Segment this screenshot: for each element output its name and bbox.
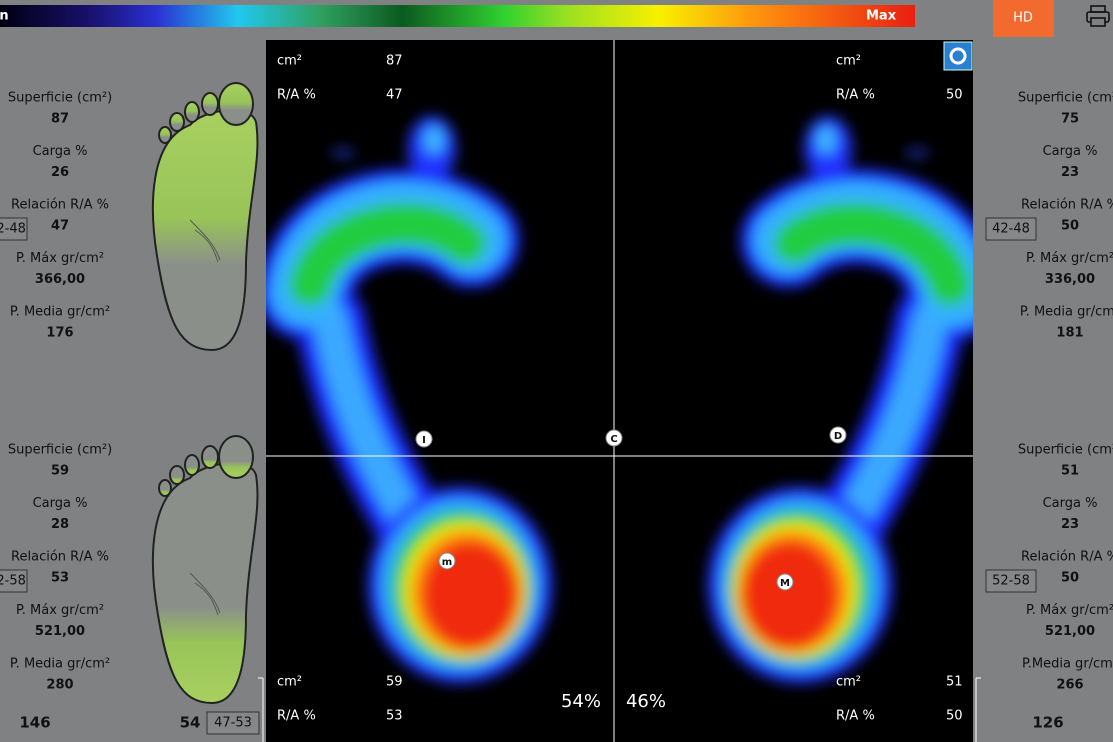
range-box <box>206 711 260 735</box>
stat-label: P. Máx gr/cm² <box>16 603 104 618</box>
area-value: 51 <box>946 675 963 690</box>
stat-label: Carga % <box>1043 144 1098 159</box>
marker-label: m <box>442 557 452 568</box>
print-button[interactable] <box>1086 5 1110 27</box>
stat-value: 266 <box>1056 678 1083 693</box>
foot-illustration <box>151 82 259 351</box>
area-value: 59 <box>386 675 403 690</box>
stat-value: 50 <box>1061 219 1079 234</box>
marker <box>829 426 847 444</box>
foot-illustration <box>151 435 259 704</box>
area-label: cm² <box>277 54 302 69</box>
marker-label: M <box>780 578 790 589</box>
range-value: 52-58 <box>992 574 1030 589</box>
stat-label: Relación R/A % <box>11 198 109 213</box>
stat-value: 336,00 <box>1045 272 1095 287</box>
stat-value: 521,00 <box>1045 624 1095 639</box>
stat-value: 280 <box>46 678 73 693</box>
stat-value: 366,00 <box>35 272 85 287</box>
area-label: cm² <box>836 675 861 690</box>
stat-label: P. Media gr/cm² <box>1020 305 1113 320</box>
stat-value: 59 <box>51 464 69 479</box>
stat-value: 75 <box>1061 112 1079 127</box>
marker <box>605 429 623 447</box>
range-value: 52-58 <box>0 574 26 589</box>
stat-label: Relación R/A % <box>1021 198 1113 213</box>
area-value: 87 <box>386 54 403 69</box>
area-label: cm² <box>277 675 302 690</box>
range-box <box>985 217 1037 241</box>
hd-label[interactable]: HD <box>1013 11 1033 26</box>
range-value: 42-48 <box>0 222 26 237</box>
stat-label: Relación R/A % <box>1021 550 1113 565</box>
range-value: 47-53 <box>214 716 252 731</box>
scale-max: Max <box>866 9 897 24</box>
ra-value: 50 <box>946 88 963 103</box>
marker <box>415 430 433 448</box>
ra-value: 50 <box>946 709 963 724</box>
range-box <box>0 569 28 593</box>
stat-value: 181 <box>1056 326 1083 341</box>
marker-label: D <box>834 431 842 442</box>
marker <box>438 552 456 570</box>
stat-label: Carga % <box>33 496 88 511</box>
range-box <box>985 569 1037 593</box>
stat-value: 521,00 <box>35 624 85 639</box>
load-percent: 46% <box>626 691 666 712</box>
ra-label: R/A % <box>277 88 316 103</box>
stat-label: Relación R/A % <box>11 550 109 565</box>
stat-value: 87 <box>51 112 69 127</box>
stat-label: Superficie (cm²) <box>1018 443 1113 458</box>
total: 126 <box>1032 714 1063 732</box>
hd-button[interactable] <box>993 0 1054 37</box>
stat-label: Carga % <box>33 144 88 159</box>
load-percent: 54% <box>561 691 601 712</box>
total: 146 <box>19 714 50 732</box>
stat-value: 53 <box>51 571 69 586</box>
stat-label: Superficie (cm²) <box>1018 91 1113 106</box>
area-label: cm² <box>836 54 861 69</box>
stat-label: P. Máx gr/cm² <box>1026 251 1113 266</box>
bracket <box>258 677 981 742</box>
ra-label: R/A % <box>836 709 875 724</box>
stat-value: 23 <box>1061 165 1079 180</box>
stat-label: Superficie (cm²) <box>8 91 112 106</box>
scale-min: Min <box>0 9 9 24</box>
stat-value: 23 <box>1061 517 1079 532</box>
ra-value: 53 <box>386 709 403 724</box>
marker <box>776 573 794 591</box>
stat-value: 47 <box>51 219 69 234</box>
stat-label: P. Media gr/cm² <box>10 305 110 320</box>
stat-value: 51 <box>1061 464 1079 479</box>
stat-label: P. Máx gr/cm² <box>16 251 104 266</box>
ra-label: R/A % <box>277 709 316 724</box>
range-box <box>0 217 28 241</box>
range-value: 42-48 <box>992 222 1030 237</box>
stat-label: P.Media gr/cm² <box>1022 657 1113 672</box>
stat-value: 176 <box>46 326 73 341</box>
stat-label: Carga % <box>1043 496 1098 511</box>
stat-label: P. Máx gr/cm² <box>1026 603 1113 618</box>
settings-icon[interactable] <box>949 47 967 65</box>
ra-value: 47 <box>386 88 403 103</box>
settings-button[interactable] <box>943 41 973 71</box>
color-scale <box>0 5 915 27</box>
ra-label: R/A % <box>836 88 875 103</box>
stat-value: 50 <box>1061 571 1079 586</box>
marker-label: I <box>422 435 426 446</box>
stat-label: Superficie (cm²) <box>8 443 112 458</box>
marker-label: C <box>610 434 617 445</box>
stat-label: P. Media gr/cm² <box>10 657 110 672</box>
stat-value: 28 <box>51 517 69 532</box>
heel-value: 54 <box>180 714 201 732</box>
stat-value: 26 <box>51 165 69 180</box>
